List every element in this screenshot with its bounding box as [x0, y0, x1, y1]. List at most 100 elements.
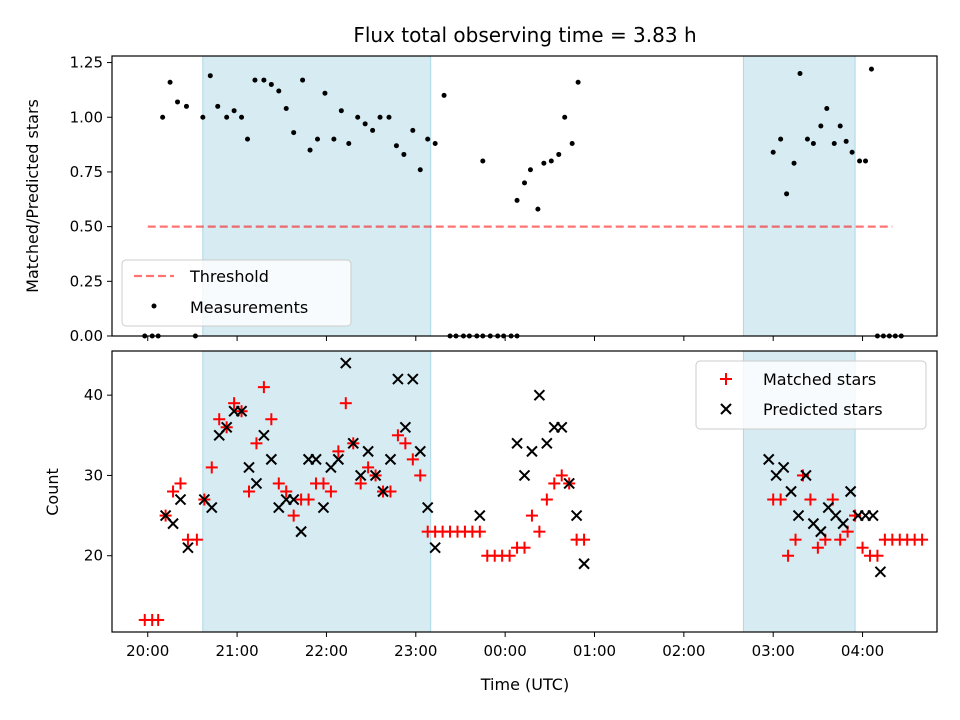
predicted-point [206, 501, 218, 514]
measurement-point [556, 151, 562, 157]
predicted-point [392, 373, 404, 385]
measurement-point [322, 90, 328, 96]
predicted-point [429, 541, 441, 554]
predicted-point [867, 509, 879, 522]
matched-point [518, 541, 531, 554]
predicted-point [310, 453, 322, 466]
ratio-x-ticks [147, 336, 864, 341]
matched-point [243, 485, 256, 498]
y-tick-label: 1.00 [70, 108, 103, 126]
y-tick-label: 20 [84, 547, 103, 565]
measurement-point [200, 114, 206, 120]
predicted-point [377, 485, 389, 498]
y-tick-label: 0.75 [70, 163, 103, 181]
measurement-point [810, 141, 816, 146]
x-tick-label: 01:00 [573, 642, 616, 660]
measurement-point [804, 136, 810, 142]
matched-point [272, 477, 285, 490]
measurement-point [377, 114, 383, 120]
predicted-point [421, 501, 434, 514]
counts-y-ticks: 20 30 40 [84, 386, 112, 565]
predicted-point [182, 541, 194, 554]
y-tick-label: 0.25 [70, 272, 103, 290]
predicted-point [407, 373, 419, 385]
predicted-point [384, 453, 397, 466]
predicted-point [578, 558, 590, 570]
measurement-point [791, 160, 797, 166]
measurement-point [824, 106, 830, 111]
predicted-point [167, 517, 179, 530]
matched-point [871, 549, 884, 562]
counts-legend: Matched stars Predicted stars [695, 360, 927, 430]
predicted-point [414, 445, 426, 458]
measurement-point [527, 167, 533, 173]
measurements-legend-label: Measurements [190, 298, 308, 317]
predicted-point [518, 469, 531, 482]
predicted-point [354, 469, 367, 482]
matched-point [782, 549, 795, 562]
measurement-point [857, 158, 863, 164]
measurement-point [224, 114, 230, 120]
matched-point [555, 469, 568, 482]
measurement-point [215, 103, 221, 109]
measurement-point [160, 114, 166, 120]
matched-point [339, 397, 352, 410]
matched-point [287, 509, 300, 522]
measurement-point [868, 66, 874, 72]
predicted-point [526, 445, 538, 458]
measurement-point [167, 79, 173, 85]
matched-point [205, 461, 218, 474]
measurement-point [818, 123, 824, 129]
matched-point [473, 525, 486, 538]
measurement-point [797, 71, 803, 76]
measurement-point [307, 147, 313, 153]
matched-point [190, 533, 203, 546]
measurement-point [541, 160, 547, 166]
measurement-point [417, 167, 423, 173]
measurement-point [770, 149, 776, 155]
predicted-point [815, 525, 827, 538]
x-tick-label: 22:00 [305, 642, 348, 660]
measurement-point [569, 141, 575, 146]
predicted-point [777, 461, 790, 474]
panel-ratio: 0.00 0.25 0.50 0.75 1.00 1.25 Matched/Predict… [23, 54, 938, 345]
matched-point [856, 541, 869, 554]
measurement-point [261, 77, 267, 83]
matched-point [578, 533, 591, 546]
measurement-point [784, 191, 790, 197]
matched-point [362, 461, 375, 474]
matched-point [548, 477, 561, 490]
x-tick-label: 23:00 [394, 642, 437, 660]
measurement-point [183, 103, 189, 109]
panel-counts: 20:00 21:00 22:00 23:00 00:00 01:00 02:00 03:00… [43, 350, 938, 694]
predicted-point [511, 437, 523, 450]
x-tick-label: 02:00 [662, 642, 705, 660]
measurement-point [355, 114, 361, 120]
measurement-point [338, 108, 344, 114]
measurement-point [207, 73, 213, 79]
x-tick-label: 20:00 [126, 642, 169, 660]
matched-point [265, 413, 278, 426]
ratio-legend: Threshold Measurements [121, 259, 352, 327]
measurement-point [432, 141, 438, 146]
matched-point [384, 485, 397, 498]
predicted-point [265, 453, 278, 466]
measurement-point [522, 180, 527, 186]
predicted-point [563, 477, 575, 490]
measurement-point [300, 77, 306, 83]
predicted-point [474, 509, 486, 522]
predicted-stars-series [159, 357, 887, 578]
x-tick-label: 00:00 [484, 642, 527, 660]
measurement-point [268, 81, 274, 87]
measurement-point [575, 79, 581, 85]
ratio-y-ticks: 0.00 0.25 0.50 0.75 1.00 1.25 [70, 54, 112, 345]
measurement-point [331, 136, 337, 142]
measurement-point [778, 136, 784, 142]
measurement-point [863, 158, 869, 164]
measurement-point [425, 136, 431, 142]
predicted-point [556, 421, 568, 433]
measurements-legend-swatch [151, 303, 157, 309]
ratio-y-axis-label: Matched/Predicted stars [23, 99, 42, 293]
predicted-point [541, 437, 553, 450]
